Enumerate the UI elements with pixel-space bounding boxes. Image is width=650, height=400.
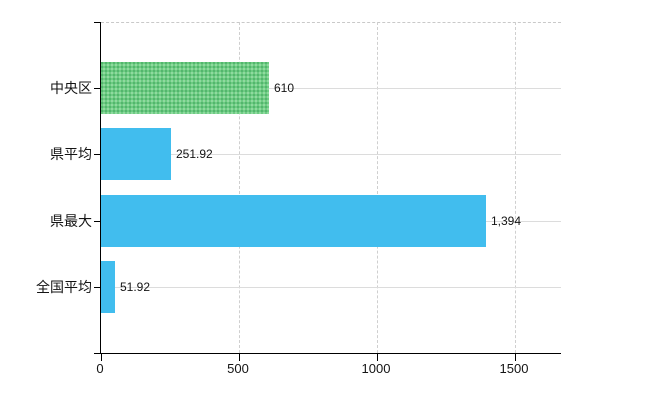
bar [101,261,115,313]
category-label: 中央区 [50,80,92,96]
x-tick-label: 1000 [361,361,391,376]
x-tick-label: 500 [227,361,249,376]
x-tick-label: 1500 [499,361,529,376]
horizontal-gridline [101,88,561,89]
bar [101,62,269,114]
bar-value-label: 610 [274,81,295,95]
horizontal-gridline [101,154,561,155]
y-axis-tick [94,88,101,89]
bar [101,128,171,180]
bar-value-label: 51.92 [120,280,151,294]
vertical-gridline [515,22,516,353]
horizontal-gridline [101,287,561,288]
x-tick-label: 0 [96,361,104,376]
bar-value-label: 251.92 [176,147,213,161]
x-axis-tick [377,354,378,361]
y-axis-tick [94,287,101,288]
vertical-gridline [377,22,378,353]
category-label: 県最大 [50,213,92,229]
x-axis-tick [515,354,516,361]
plot-top-border-line [101,22,561,23]
y-axis-tick [94,22,101,23]
x-axis-tick [239,354,240,361]
y-axis-tick [94,221,101,222]
x-axis-tick [101,354,102,361]
category-label: 全国平均 [36,279,92,295]
vertical-gridline [239,22,240,353]
y-axis-tick [94,353,101,354]
category-label: 県平均 [50,146,92,162]
plot-area: 610 251.92 1,394 51.92 [94,22,561,361]
y-axis-tick [94,154,101,155]
bar [101,195,486,247]
bar-value-label: 1,394 [491,214,522,228]
